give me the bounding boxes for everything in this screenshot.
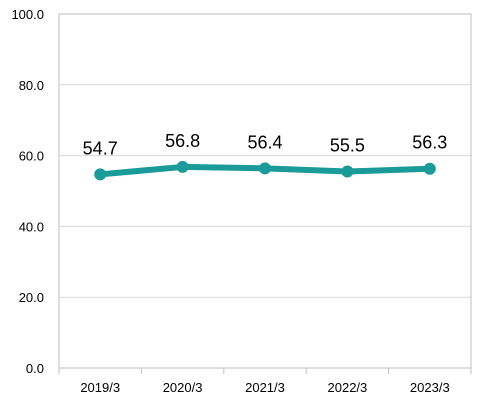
gridlines (59, 84, 471, 298)
data-point (176, 160, 189, 173)
x-tick-label: 2020/3 (163, 380, 203, 395)
x-tick-label: 2021/3 (245, 380, 285, 395)
plot-frame (58, 13, 472, 369)
x-tick-label: 2023/3 (410, 380, 450, 395)
y-tick-label: 20.0 (19, 290, 44, 305)
data-point (94, 168, 107, 181)
data-label: 54.7 (83, 138, 118, 158)
y-tick-label: 40.0 (19, 219, 44, 234)
series-group (94, 160, 436, 181)
data-point (259, 162, 271, 175)
y-tick-label: 60.0 (19, 149, 44, 164)
data-label: 56.4 (247, 132, 282, 152)
x-tick-label: 2022/3 (328, 380, 368, 395)
y-tick-label: 80.0 (19, 78, 44, 93)
data-label: 56.8 (165, 131, 200, 151)
data-labels: 54.7 56.8 56.4 55.5 56.3 (83, 131, 448, 158)
x-tick-label: 2019/3 (80, 380, 120, 395)
y-tick-label: 100.0 (11, 7, 44, 22)
data-label: 56.3 (412, 133, 447, 153)
data-point (341, 165, 354, 178)
y-tick-label: 0.0 (26, 361, 44, 376)
data-label: 55.5 (330, 136, 365, 156)
x-axis-tick-labels: 2019/3 2020/3 2021/3 2022/3 2023/3 (80, 380, 449, 395)
data-point (423, 162, 436, 175)
y-axis-tick-labels: 0.0 20.0 40.0 60.0 80.0 100.0 (11, 7, 44, 376)
x-axis-tick-marks (58, 368, 472, 374)
